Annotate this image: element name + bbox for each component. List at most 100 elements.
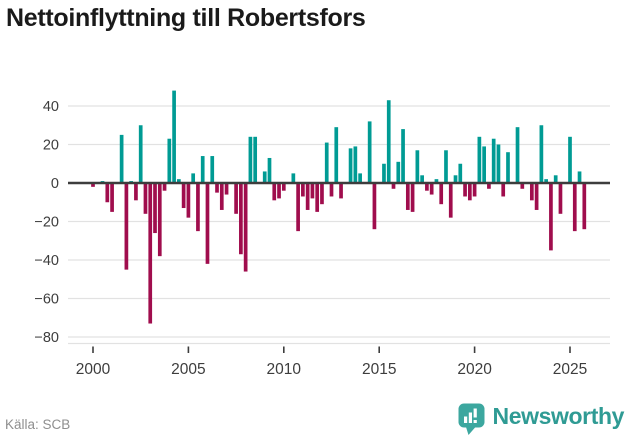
bar: [448, 183, 453, 218]
bar: [105, 183, 110, 203]
bar: [315, 183, 320, 212]
bar: [496, 144, 501, 183]
bar: [172, 90, 176, 183]
y-tick-label: 20: [43, 138, 59, 154]
bar: [348, 148, 353, 183]
bar: [339, 183, 343, 199]
y-tick-label: −60: [34, 292, 59, 308]
bar: [320, 183, 324, 205]
chart-title: Nettoinflyttning till Robertsfors: [6, 4, 366, 32]
bar: [553, 175, 558, 183]
bar: [281, 183, 286, 191]
bar: [296, 183, 300, 232]
bar: [429, 183, 434, 195]
bar: [358, 173, 362, 184]
bar: [420, 175, 424, 183]
y-tick-label: 40: [43, 99, 59, 115]
bar: [110, 183, 114, 212]
bar: [262, 171, 267, 183]
bar: [196, 183, 200, 232]
bar: [310, 183, 315, 199]
bar: [148, 183, 153, 324]
bar: [167, 138, 172, 183]
bar: [301, 183, 305, 197]
bar: [529, 183, 534, 201]
bar: [272, 183, 277, 201]
y-tick-label: 0: [51, 176, 59, 192]
bar: [248, 136, 253, 183]
bar: [329, 183, 334, 197]
bar: [482, 146, 486, 183]
bar: [305, 183, 310, 210]
y-tick-label: −20: [34, 215, 59, 231]
bar: [200, 156, 205, 183]
y-axis-labels: 40 20 0 −20 −40 −60 −80: [34, 99, 59, 346]
bar: [467, 183, 472, 201]
bar: [138, 125, 143, 183]
bar: [291, 173, 296, 184]
bar: [391, 183, 396, 189]
bar: [191, 173, 196, 184]
bar: [157, 183, 162, 257]
bar: [549, 183, 553, 251]
bar: [143, 183, 148, 214]
bar: [239, 183, 243, 255]
newsworthy-icon: [458, 403, 485, 435]
bar: [267, 157, 272, 183]
bar: [439, 183, 444, 205]
source-label: Källa: SCB: [5, 417, 71, 432]
bar: [491, 138, 496, 183]
bar: [515, 127, 520, 183]
bar: [367, 121, 372, 183]
x-tick-label: 2010: [267, 361, 302, 378]
bar: [506, 152, 510, 183]
bar: [544, 179, 548, 183]
y-tick-label: −80: [34, 330, 59, 346]
bar: [215, 183, 219, 193]
bar: [401, 129, 405, 183]
newsworthy-wordmark: Newsworthy: [492, 403, 625, 429]
x-tick-label: 2020: [457, 361, 492, 378]
bar: [444, 150, 448, 183]
x-axis-labels: 2000 2005 2010 2015 2020 2025: [76, 346, 587, 378]
bar: [119, 134, 124, 184]
bar: [324, 142, 329, 183]
bar: [124, 183, 129, 270]
bar: [334, 127, 339, 183]
bar: [186, 183, 191, 218]
bar: [372, 183, 377, 230]
bar: [210, 156, 215, 183]
bar: [386, 100, 391, 183]
x-tick-label: 2025: [553, 361, 587, 378]
bars: [91, 90, 587, 324]
bar: [353, 146, 358, 183]
bar: [405, 183, 410, 210]
bar: [177, 179, 181, 183]
bar: [162, 183, 167, 191]
bar: [572, 183, 577, 232]
bar: [582, 183, 587, 230]
bar: [219, 183, 224, 210]
x-tick-label: 2015: [362, 361, 396, 378]
bar: [568, 136, 572, 183]
bar: [463, 183, 467, 197]
x-tick-label: 2000: [76, 361, 111, 378]
bar: [425, 183, 429, 191]
bar: [253, 136, 258, 183]
bar: [472, 183, 477, 197]
bar: [577, 171, 582, 183]
x-tick-label: 2005: [171, 361, 205, 378]
bar: [520, 183, 525, 189]
bar: [382, 163, 386, 183]
bar: [134, 183, 138, 201]
newsworthy-logo: Newsworthy: [458, 403, 624, 436]
bar: [205, 183, 210, 264]
bar: [477, 136, 482, 183]
bar: [558, 183, 563, 214]
bar: [415, 150, 420, 183]
bar: [243, 183, 248, 272]
bar: [153, 183, 157, 234]
bar: [181, 183, 186, 209]
bar: [458, 163, 463, 183]
